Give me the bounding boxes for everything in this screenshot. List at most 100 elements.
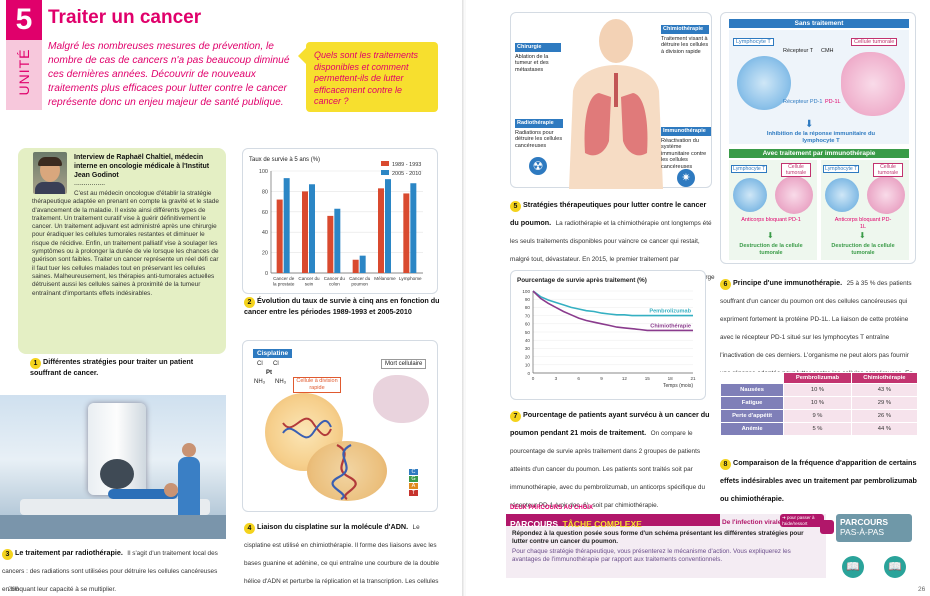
chirurgie-box: Chirurgie Ablation de la tumeur et des mé… xyxy=(515,43,561,73)
task-text: Pour chaque stratégie thérapeutique, vou… xyxy=(512,548,791,563)
doc8-caption: 8 Comparaison de la fréquence d'apparitio… xyxy=(720,452,920,506)
line-xtick: 15 xyxy=(645,376,651,381)
line-xtick: 9 xyxy=(600,376,603,381)
doc8-number: 8 xyxy=(720,459,731,470)
table-cell: Anémie xyxy=(719,422,785,436)
sans-traitement-scene xyxy=(729,30,909,144)
doc7-caption-bold: Pourcentage de patients ayant survécu à … xyxy=(510,410,710,437)
bar-ytick: 100 xyxy=(259,169,268,175)
doc5-number: 5 xyxy=(510,201,521,212)
lympho3-label: Lymphocyte T xyxy=(823,165,860,173)
question-text: Quels sont les traitements disponibles e… xyxy=(314,50,419,106)
formula-pt: Pt xyxy=(266,370,272,376)
bar xyxy=(403,193,410,273)
formula-nh2: NH₃ xyxy=(275,379,287,385)
line-title: Pourcentage de survie après traitement (… xyxy=(517,277,647,284)
doc1-number: 1 xyxy=(30,358,41,369)
parcours-pas-a-pas-box[interactable]: PARCOURS PAS-À-PAS xyxy=(836,514,912,542)
bar-ytick: 80 xyxy=(262,189,268,195)
parcours-tache-title-a: PARCOURS xyxy=(510,519,559,529)
radiation-icon: ☢ xyxy=(529,157,547,175)
cisplatine-label: Cisplatine xyxy=(253,349,293,358)
side-effects-table: Pembrolizumab Chimiothérapie Nausées 10 % 43… xyxy=(719,372,919,436)
table-cell: 9 % xyxy=(783,409,852,423)
book-icon-1[interactable]: 📖 xyxy=(842,556,864,578)
line-series-label: Pembrolizumab xyxy=(649,309,691,315)
immuno-scene-right xyxy=(821,160,909,260)
question-box: Quels sont les traitements disponibles e… xyxy=(306,42,438,112)
bar-ytick: 60 xyxy=(262,210,268,216)
table-cell: 26 % xyxy=(850,409,919,423)
doc7-panel: Pourcentage de survie après traitement (… xyxy=(510,270,706,400)
table-row: Anémie 5 % 44 % xyxy=(719,422,919,436)
recepteur-pd1-label: Récepteur PD-1 xyxy=(783,99,823,105)
line-xtick: 18 xyxy=(668,376,674,381)
dna-molecule-icon xyxy=(331,444,357,500)
table-cell: 44 % xyxy=(850,422,919,436)
cellule-label: Cellule à division rapide xyxy=(293,377,341,393)
table-cell: 10 % xyxy=(783,396,852,410)
tumorale3-label: Cellule tumorale xyxy=(873,163,903,177)
doc7-number: 7 xyxy=(510,411,521,422)
tumorale-label: Cellule tumorale xyxy=(851,38,898,46)
doc7-caption-text: On compare le pourcentage de survie aprè… xyxy=(510,430,706,509)
line-xtick: 3 xyxy=(555,376,558,381)
parcours-pill[interactable]: ➜ pour passer à l'aide/ressort xyxy=(780,514,824,527)
base-legend: C G A T xyxy=(409,469,418,496)
table-cell: 43 % xyxy=(850,383,919,397)
bar-ytick: 0 xyxy=(265,271,268,277)
base-c: C xyxy=(409,469,418,475)
line-xtick: 12 xyxy=(622,376,628,381)
book-icon-2[interactable]: 📖 xyxy=(884,556,906,578)
lympho2-label: Lymphocyte T xyxy=(731,165,768,173)
doc5-panel: Chirurgie Ablation de la tumeur et des mé… xyxy=(510,12,712,189)
bar-xtick-label: Cancer de la prostate xyxy=(273,276,295,287)
line-ytick: 100 xyxy=(522,289,530,294)
unit-word-strip: UNITÉ xyxy=(6,40,42,110)
base-g: G xyxy=(409,476,418,482)
doc2-caption-text: Évolution du taux de survie à cinq ans e… xyxy=(244,296,440,316)
table-header: Chimiothérapie xyxy=(850,372,919,384)
line-ytick: 50 xyxy=(525,330,531,335)
line-chart: Pourcentage de survie après traitement (… xyxy=(517,277,696,389)
doc3-number: 3 xyxy=(2,549,13,560)
line-xtick: 21 xyxy=(690,376,696,381)
doc2-panel: Taux de survie à 5 ans (%) 0 20 40 60 80 100 Ca… xyxy=(242,148,438,294)
arrow-down-left-icon: ⬇ xyxy=(767,231,774,240)
avec-traitement-title: Avec traitement par immunothérapie xyxy=(729,149,909,158)
line-ytick: 70 xyxy=(525,313,531,318)
line-ytick: 90 xyxy=(525,297,531,302)
chimio-box: Chimiothérapie Traitement visant à détrui… xyxy=(661,25,709,55)
parcours-tag: De l'infection virale à xyxy=(722,519,787,526)
bar xyxy=(276,199,283,273)
parcours-tache-box[interactable]: PARCOURS TÂCHE COMPLEXE De l'infection v… xyxy=(506,514,826,578)
pas-a-pas-title-a: PARCOURS xyxy=(840,517,889,527)
dna-zoom-circle xyxy=(307,441,387,501)
bar-legend-swatch xyxy=(381,170,389,175)
formula-cl2: Cl xyxy=(273,361,279,367)
dna-helix-icon xyxy=(282,417,332,439)
doc2-caption: 2 Évolution du taux de survie à cinq ans … xyxy=(244,296,440,317)
doc1-caption: 1 Différentes stratégies pour traiter un … xyxy=(30,357,226,378)
bar xyxy=(302,191,308,273)
bar-xtick-label: Cancer du sein xyxy=(298,276,320,287)
left-page: 5 UNITÉ Traiter un cancer Malgré les nom… xyxy=(0,0,464,596)
task-icon xyxy=(820,520,834,534)
interview-text: C'est au médecin oncologue d'établir la … xyxy=(32,190,219,297)
lympho-label: Lymphocyte T xyxy=(733,38,774,46)
immuno-title: Immunothérapie xyxy=(661,127,711,136)
intro-text: Malgré les nombreuses mesures de prévent… xyxy=(48,41,290,108)
line-ytick: 60 xyxy=(525,322,531,327)
line-xtick: 6 xyxy=(577,376,580,381)
bar-legend-label: 1989 - 1993 xyxy=(392,162,421,168)
unit-word: UNITÉ xyxy=(16,48,32,96)
doc6-panel: Sans traitement Lymphocyte T Cellule tum… xyxy=(720,12,916,264)
chimio-title: Chimiothérapie xyxy=(661,25,709,34)
bar xyxy=(352,259,359,273)
destruction1-label: Destruction de la cellule tumorale xyxy=(739,243,803,256)
bar xyxy=(410,183,417,273)
table-cell: 10 % xyxy=(783,383,852,397)
tumorale2-label: Cellule tumorale xyxy=(781,163,811,177)
line-ytick: 80 xyxy=(525,305,531,310)
page-number-right: 26 xyxy=(918,586,926,593)
